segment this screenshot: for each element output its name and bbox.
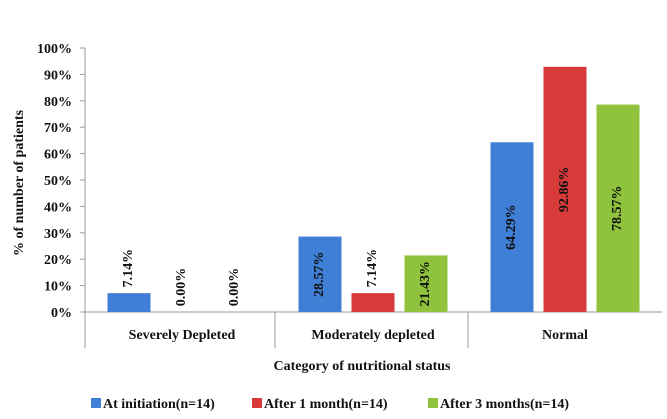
bar-series bbox=[107, 66, 640, 313]
y-tick-label: 90% bbox=[44, 68, 72, 83]
y-tick-label: 60% bbox=[44, 148, 72, 163]
bar bbox=[107, 293, 151, 312]
bar-value-label: 7.14% bbox=[365, 249, 380, 288]
x-tick-label: Normal bbox=[542, 328, 588, 343]
bar bbox=[404, 255, 448, 312]
bar bbox=[596, 104, 640, 313]
bar-value-label: 64.29% bbox=[504, 204, 519, 250]
x-axis: Severely Depleted Moderately depleted Norm… bbox=[129, 328, 588, 343]
y-tick-label: 100% bbox=[37, 42, 72, 57]
y-tick-label: 70% bbox=[44, 121, 72, 136]
y-tick-label: 40% bbox=[44, 200, 72, 215]
bar-value-label: 92.86% bbox=[557, 167, 572, 213]
legend-swatch bbox=[428, 398, 438, 408]
bar-value-label: 0.00% bbox=[174, 268, 189, 307]
y-tick-label: 30% bbox=[44, 227, 72, 242]
bar bbox=[351, 293, 395, 312]
x-axis-title: Category of nutritional status bbox=[274, 359, 451, 374]
y-tick-label: 50% bbox=[44, 174, 72, 189]
bar bbox=[543, 66, 587, 312]
bar-value-label: 0.00% bbox=[227, 268, 242, 307]
bar-value-label: 21.43% bbox=[418, 261, 433, 307]
y-axis: 0% 10% 20% 30% 40% 50% 60% 70% 80% 90% 100% bbox=[37, 42, 85, 321]
legend-label: After 3 months(n=14) bbox=[440, 397, 569, 412]
x-tick-label: Severely Depleted bbox=[129, 328, 236, 343]
bar bbox=[298, 236, 342, 312]
legend-swatch bbox=[252, 398, 262, 408]
legend: At initiation(n=14) After 1 month(n=14) Af… bbox=[91, 397, 569, 412]
y-tick-label: 80% bbox=[44, 95, 72, 110]
legend-swatch bbox=[91, 398, 101, 408]
data-labels: 7.14% 28.57% 64.29% 0.00% 7.14% 92.86% 0.00% 21… bbox=[121, 167, 625, 307]
y-axis-title: % of number of patients bbox=[12, 109, 27, 256]
y-tick-label: 0% bbox=[51, 306, 72, 321]
bar-value-label: 7.14% bbox=[121, 249, 136, 288]
legend-label: At initiation(n=14) bbox=[103, 397, 215, 412]
bar-value-label: 28.57% bbox=[312, 252, 327, 298]
x-tick-label: Moderately depleted bbox=[311, 328, 434, 343]
bar-value-label: 78.57% bbox=[610, 186, 625, 232]
bar bbox=[490, 142, 534, 312]
legend-label: After 1 month(n=14) bbox=[264, 397, 388, 412]
y-tick-label: 10% bbox=[44, 280, 72, 295]
y-tick-label: 20% bbox=[44, 253, 72, 268]
